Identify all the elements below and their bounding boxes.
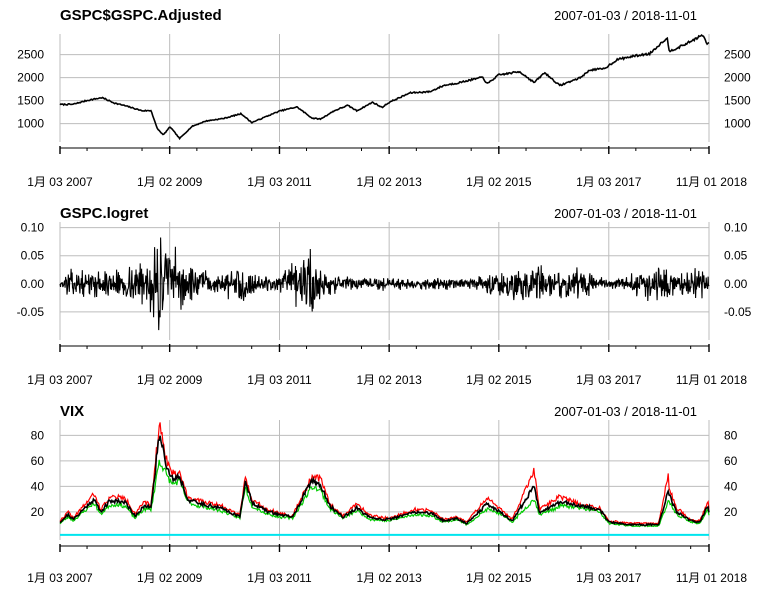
date-range-label: 2007-01-03 / 2018-11-01 — [554, 206, 697, 221]
x-tick-label: 11月 01 2018 — [676, 175, 747, 189]
series-line-vix-close — [59, 435, 710, 527]
x-tick-label: 11月 01 2018 — [676, 373, 747, 387]
x-tick-label: 1月 02 2009 — [137, 571, 203, 585]
y-tick-label-right: 20 — [724, 505, 738, 519]
y-tick-label-left: -0.05 — [17, 305, 45, 319]
x-tick-label: 1月 03 2017 — [576, 373, 642, 387]
y-tick-label-right: 80 — [724, 428, 738, 442]
y-tick-label-left: 40 — [31, 479, 45, 493]
y-tick-label-right: -0.05 — [724, 305, 752, 319]
x-tick-label: 1月 03 2011 — [247, 175, 312, 189]
y-tick-label-right: 2500 — [724, 48, 751, 62]
x-tick-label: 1月 03 2007 — [27, 175, 93, 189]
panel-3: VIX 2007-01-03 / 2018-11-01 20 20 40 40 60 60 80… — [27, 403, 747, 585]
x-tick-label: 1月 02 2015 — [466, 373, 532, 387]
x-tick-label: 1月 03 2017 — [576, 571, 642, 585]
y-tick-label-left: 0.00 — [21, 277, 45, 291]
y-tick-label-right: 0.00 — [724, 277, 748, 291]
y-tick-label-left: 80 — [31, 428, 45, 442]
series-line-vix-low — [59, 459, 710, 528]
panel-title: VIX — [60, 403, 84, 420]
panel-1: GSPC$GSPC.Adjusted 2007-01-03 / 2018-11-0… — [17, 7, 751, 189]
y-tick-label-right: 40 — [724, 479, 738, 493]
y-tick-label-left: 60 — [31, 454, 45, 468]
series-line-logret — [59, 237, 710, 331]
y-tick-label-right: 1000 — [724, 117, 751, 131]
y-tick-label-right: 2000 — [724, 71, 751, 85]
panel-2: GSPC.logret 2007-01-03 / 2018-11-01 -0.05 -… — [17, 205, 752, 387]
y-tick-label-left: 2000 — [17, 71, 44, 85]
y-tick-label-left: 2500 — [17, 48, 44, 62]
x-tick-label: 1月 02 2015 — [466, 175, 532, 189]
x-tick-label: 1月 02 2009 — [137, 175, 203, 189]
y-tick-label-left: 1500 — [17, 94, 44, 108]
date-range-label: 2007-01-03 / 2018-11-01 — [554, 8, 697, 23]
y-tick-label-right: 1500 — [724, 94, 751, 108]
x-tick-label: 1月 03 2017 — [576, 175, 642, 189]
x-tick-label: 1月 02 2013 — [356, 175, 422, 189]
y-tick-label-left: 0.05 — [21, 249, 45, 263]
panel-title: GSPC$GSPC.Adjusted — [60, 7, 222, 24]
x-tick-label: 1月 03 2007 — [27, 571, 93, 585]
x-tick-label: 1月 02 2009 — [137, 373, 203, 387]
x-tick-label: 11月 01 2018 — [676, 571, 747, 585]
x-tick-label: 1月 02 2015 — [466, 571, 532, 585]
x-tick-label: 1月 03 2007 — [27, 373, 93, 387]
y-tick-label-right: 60 — [724, 454, 738, 468]
date-range-label: 2007-01-03 / 2018-11-01 — [554, 404, 697, 419]
y-tick-label-left: 0.10 — [21, 221, 45, 235]
y-tick-label-right: 0.05 — [724, 249, 748, 263]
panel-title: GSPC.logret — [60, 205, 148, 222]
x-tick-label: 1月 02 2013 — [356, 571, 422, 585]
y-tick-label-left: 1000 — [17, 117, 44, 131]
x-tick-label: 1月 03 2011 — [247, 373, 312, 387]
series-line-adjusted — [59, 33, 710, 141]
x-tick-label: 1月 03 2011 — [247, 571, 312, 585]
y-tick-label-right: 0.10 — [724, 221, 748, 235]
x-tick-label: 1月 02 2013 — [356, 373, 422, 387]
y-tick-label-left: 20 — [31, 505, 45, 519]
